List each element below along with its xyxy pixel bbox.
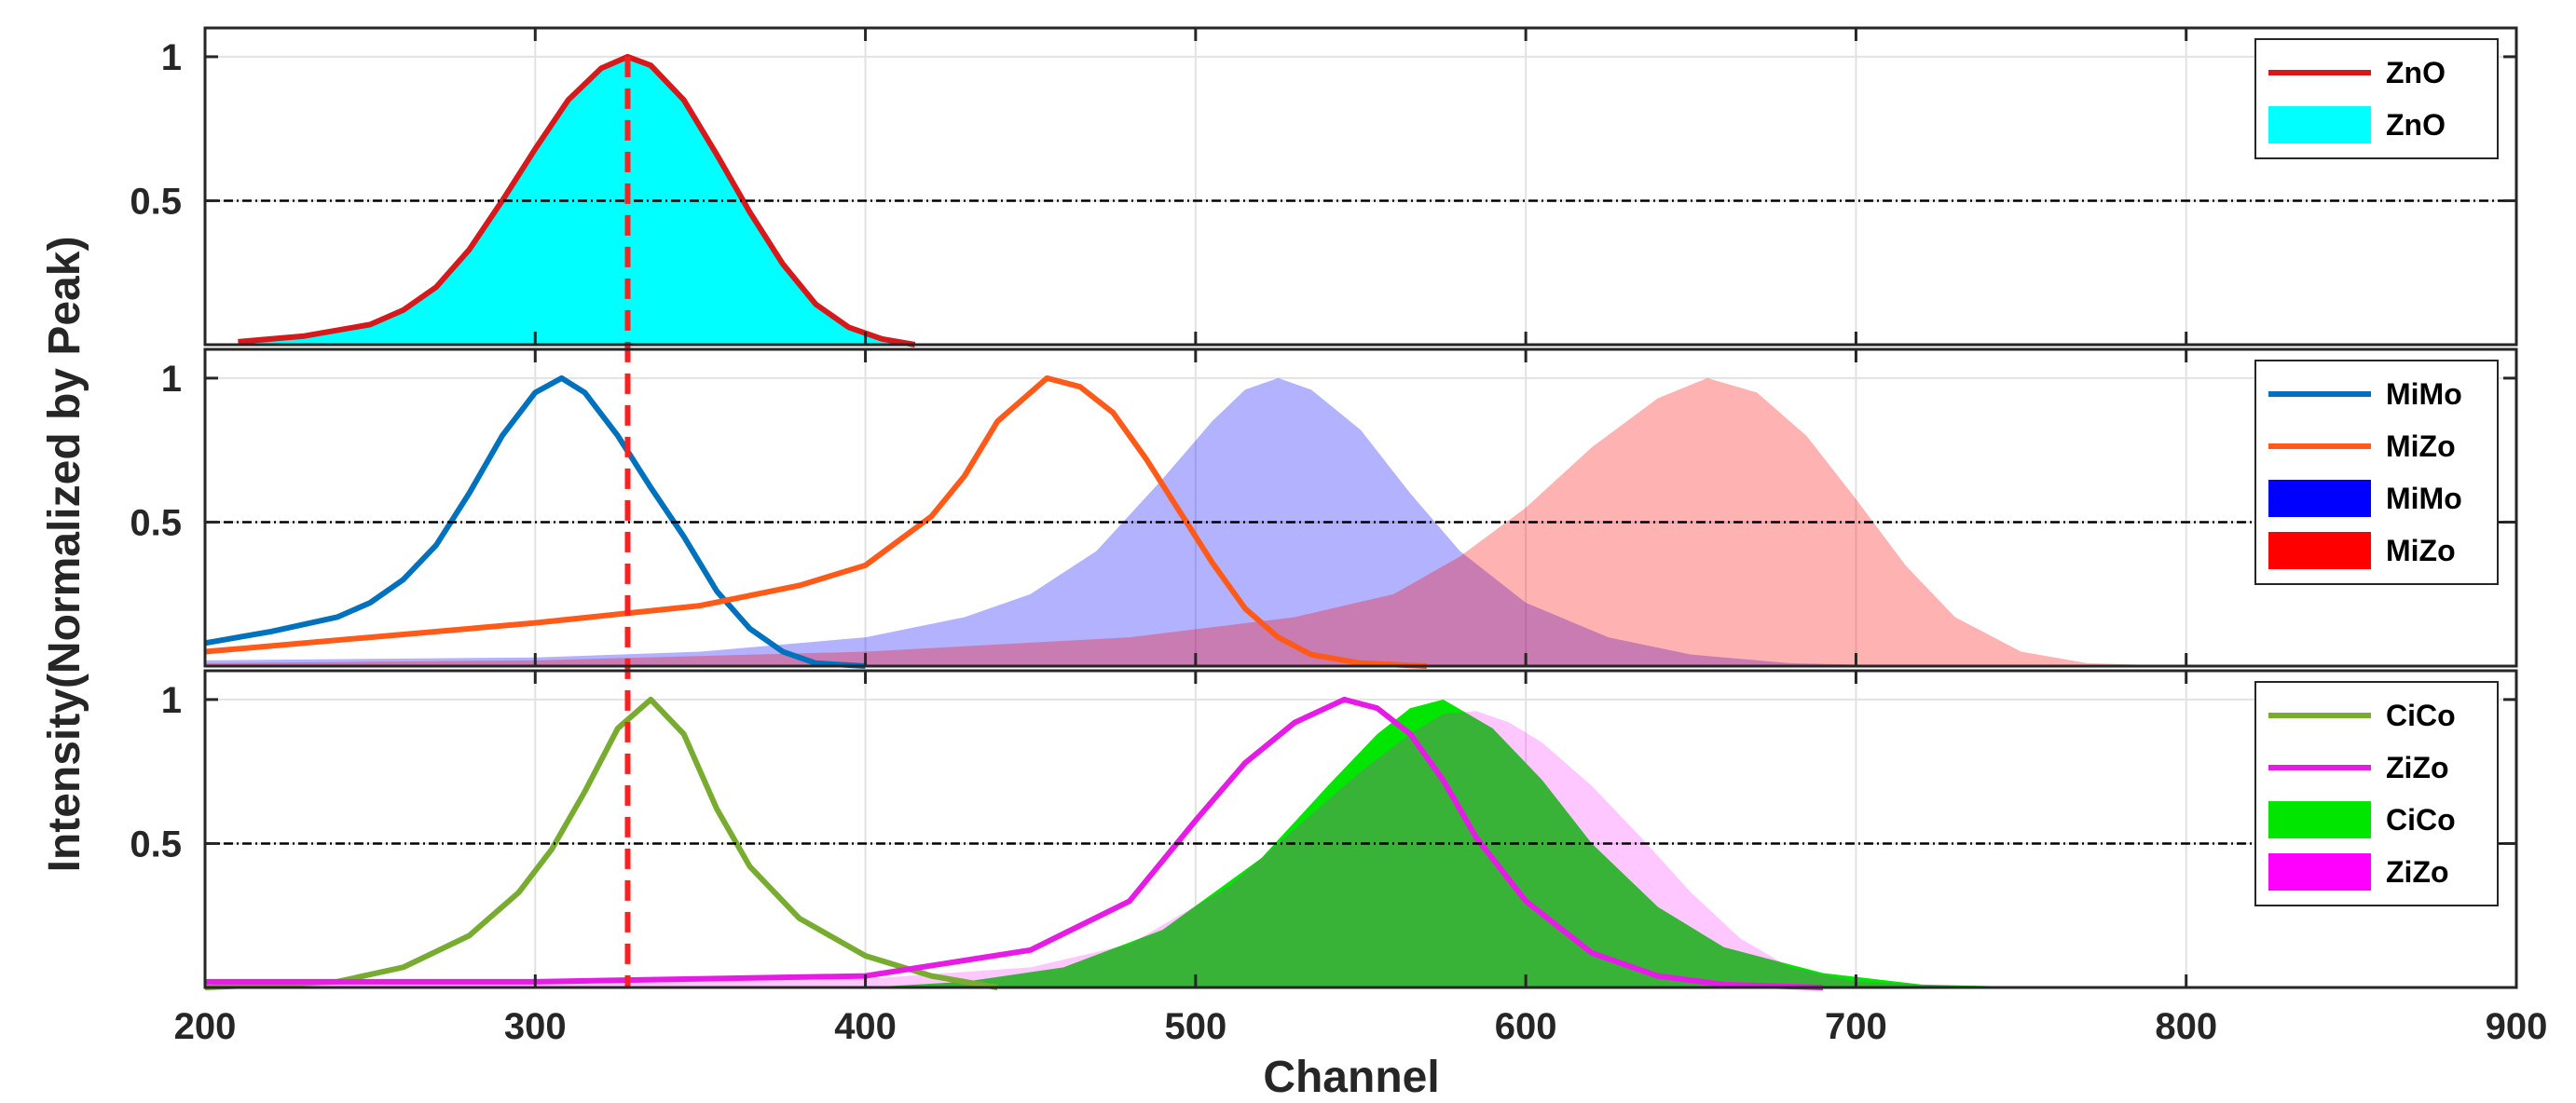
x-tick-label: 800: [2155, 1006, 2217, 1047]
panel-frame: [203, 26, 2518, 347]
y-tick-label: 1: [161, 37, 182, 78]
legend-swatch: [2268, 853, 2371, 891]
y-tick-label: 1: [161, 680, 182, 721]
legend-swatch: [2268, 480, 2371, 517]
y-axis-label: Intensity(Normalized by Peak): [40, 237, 89, 873]
legend-label: ZnO: [2386, 108, 2446, 142]
x-tick-label: 600: [1495, 1006, 1557, 1047]
area-series-mizo: [205, 377, 2516, 666]
legend-label: CiCo: [2386, 699, 2456, 732]
panel-frame: [203, 669, 2518, 989]
legend-label: MiZo: [2386, 534, 2456, 567]
legend-label: ZnO: [2386, 56, 2446, 89]
y-tick-label: 0.5: [130, 824, 182, 865]
legend-label: MiZo: [2386, 429, 2456, 463]
x-tick-label: 900: [2486, 1006, 2548, 1047]
panel-frame: [203, 347, 2518, 668]
x-axis-label: Channel: [1263, 1053, 1439, 1102]
x-tick-label: 700: [1825, 1006, 1887, 1047]
line-series-cico: [204, 696, 998, 990]
reference-lines: [205, 56, 2516, 987]
x-tick-label: 300: [504, 1006, 567, 1047]
y-tick-label: 0.5: [130, 502, 182, 543]
legends: ZnO ZnO MiMo MiZo MiMo MiZo CiCo ZiZo CiCo ZiZo: [2254, 38, 2499, 906]
area-series-zno: [238, 56, 915, 346]
legend-label: CiCo: [2386, 803, 2456, 837]
y-tick-label: 1: [161, 359, 182, 400]
line-series-mimo: [204, 374, 866, 669]
legend-label: ZiZo: [2386, 751, 2449, 784]
line-series-mizo: [204, 374, 1427, 669]
x-tick-label: 500: [1164, 1006, 1226, 1047]
x-tick-label: 200: [174, 1006, 237, 1047]
legend-label: MiMo: [2386, 377, 2462, 411]
line-series-zno: [238, 53, 916, 347]
area-series-zizo: [205, 711, 2516, 987]
legend-swatch: [2268, 801, 2371, 838]
x-tick-label: 400: [834, 1006, 897, 1047]
legend-swatch: [2268, 532, 2371, 569]
y-tick-label: 0.5: [130, 181, 182, 222]
panel-frames: [203, 26, 2518, 989]
tick-labels: 0.5 1 0.5 1 0.5 1 200 300 400 500 600 700 800 900: [130, 37, 2547, 1047]
legend-label: MiMo: [2386, 482, 2462, 515]
legend-swatch: [2268, 106, 2371, 143]
line-series-zizo: [205, 696, 1824, 990]
legend-label: ZiZo: [2386, 855, 2449, 889]
